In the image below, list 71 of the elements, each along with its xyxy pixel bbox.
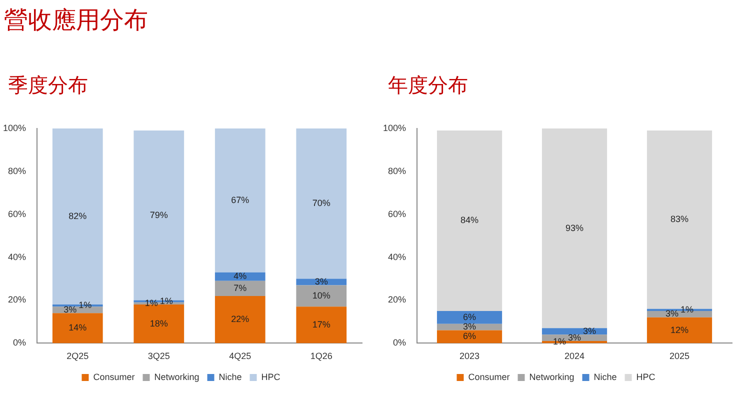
y-tick-label: 100% [382,122,406,133]
legend-label: HPC [636,372,656,382]
chart-subtitle: 季度分布 [8,72,88,99]
data-label: 14% [68,322,87,333]
data-label: 3% [665,308,679,319]
data-label: 93% [566,222,584,233]
x-tick-label: 2025 [669,351,690,362]
x-tick-label: 2023 [460,351,480,362]
y-tick-label: 0% [393,338,406,348]
data-label: 6% [463,331,476,342]
data-label: 17% [312,319,330,330]
data-label: 22% [231,314,250,324]
data-label: 1% [160,296,173,306]
y-tick-label: 60% [8,208,26,219]
legend-label: Niche [218,372,242,382]
bar [296,128,347,279]
chart-title: 營收應用分布 [4,5,148,36]
y-tick-label: 20% [8,294,26,305]
data-label: 10% [312,290,330,300]
data-label: 1% [680,304,694,314]
legend-label: Consumer [93,372,135,382]
x-tick-label: 3Q25 [148,351,170,362]
data-label: 6% [463,312,476,322]
data-label: 70% [312,198,330,208]
y-tick-label: 60% [388,208,406,219]
bar [436,310,502,324]
y-tick-label: 100% [2,122,26,133]
y-tick-label: 40% [388,252,406,262]
bar [214,128,266,272]
data-label: 83% [670,214,689,224]
y-tick-label: 40% [8,252,26,262]
x-tick-label: 2Q25 [66,351,89,362]
y-tick-label: 0% [13,338,26,348]
data-label: 3% [568,332,582,342]
data-label: 3% [583,326,596,336]
bar [296,285,347,307]
y-tick-label: 80% [8,166,26,176]
data-label: 1% [553,336,566,347]
bar [214,296,266,344]
bar [646,317,712,344]
bar [52,313,103,344]
legend-label: Consumer [468,372,510,382]
legend-label: Networking [154,372,200,382]
data-label: 18% [150,318,168,328]
x-tick-label: 1Q26 [310,351,332,362]
legend-label: Niche [594,372,617,382]
x-tick-label: 4Q25 [229,351,252,362]
data-label: 12% [670,324,689,335]
data-label: 1% [78,300,92,310]
legend-label: Networking [529,372,574,382]
data-label: 3% [314,276,328,286]
legend-label: HPC [261,372,281,382]
data-label: 3% [64,304,77,314]
data-label: 84% [460,215,479,226]
bar [542,128,608,328]
data-label: 67% [231,194,250,205]
y-tick-label: 20% [388,294,406,305]
bar [436,324,502,330]
bar [436,130,502,311]
bar [436,330,502,344]
data-label: 7% [234,282,247,293]
y-tick-label: 80% [388,166,406,176]
bar [134,304,184,344]
data-label: 3% [463,322,476,332]
x-tick-label: 2024 [564,351,585,362]
data-label: 79% [150,210,168,220]
bar [214,280,266,296]
chart-title: 年度分布 [388,72,468,99]
bar [296,306,347,344]
data-label: 82% [68,210,87,221]
data-label: 4% [234,271,247,282]
